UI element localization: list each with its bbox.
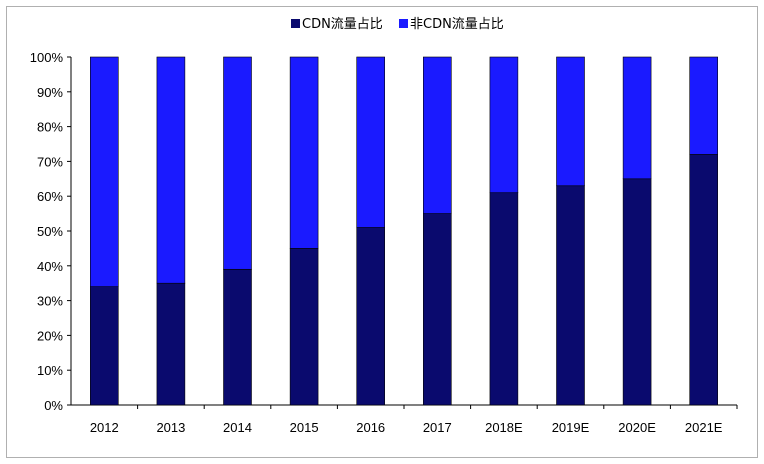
x-tick-label: 2017 [423,420,452,435]
y-tick-label: 100% [30,50,64,65]
x-tick-label: 2012 [90,420,119,435]
bars [90,56,718,406]
y-tick-label: 70% [37,154,63,169]
bar-segment-cdn-2018E [489,192,519,406]
y-tick-label: 10% [37,363,63,378]
x-tick-label: 2021E [685,420,723,435]
legend-swatch-cdn [291,19,300,28]
bar-segment-cdn-2019E [556,185,585,406]
bar-segment-cdn-2012 [90,286,119,406]
y-tick-label: 20% [37,328,63,343]
stacked-bar-chart: CDN流量占比 非CDN流量占比 0% 10% 20% 30% 40% 50% 60% 70%… [30,17,738,435]
y-tick-label: 90% [37,85,63,100]
x-tick-label: 2014 [223,420,252,435]
x-tick-label: 2015 [290,420,319,435]
bar-segment-non-cdn-2012 [90,56,119,287]
legend-swatch-non-cdn [399,19,408,28]
y-tick-label: 0% [44,398,63,413]
bar-segment-non-cdn-2017 [423,56,452,214]
bar-segment-non-cdn-2021E [689,56,718,155]
bar-segment-non-cdn-2020E [622,56,652,180]
x-tick-label: 2020E [618,420,656,435]
y-tick-label: 40% [37,259,63,274]
bar-segment-non-cdn-2014 [223,56,252,270]
x-axis-ticks: 2012 2013 2014 2015 2016 2017 2018E 2019E 2020E 2… [90,405,738,435]
bar-segment-cdn-2017 [423,213,452,406]
legend: CDN流量占比 非CDN流量占比 [291,17,504,32]
bar-segment-non-cdn-2019E [556,56,585,187]
bar-segment-cdn-2015 [289,248,319,406]
bar-segment-cdn-2020E [622,178,652,406]
y-tick-label: 60% [37,189,63,204]
y-tick-label: 30% [37,294,63,309]
y-axis-ticks: 0% 10% 20% 30% 40% 50% 60% 70% 80% 90% 100% [30,50,71,413]
bar-segment-non-cdn-2013 [156,56,186,284]
x-tick-label: 2016 [356,420,385,435]
bar-segment-cdn-2013 [156,282,186,406]
legend-label-non-cdn: 非CDN流量占比 [410,17,504,32]
bar-segment-cdn-2021E [689,154,718,406]
bar-segment-cdn-2016 [356,227,385,406]
bar-segment-cdn-2014 [223,268,252,406]
y-tick-label: 50% [37,224,63,239]
bar-segment-non-cdn-2018E [489,56,519,194]
legend-label-cdn: CDN流量占比 [302,17,383,32]
x-tick-label: 2018E [485,420,523,435]
chart-frame: CDN流量占比 非CDN流量占比 0% 10% 20% 30% 40% 50% 60% 70%… [6,6,758,458]
bar-segment-non-cdn-2015 [289,56,319,249]
x-tick-label: 2013 [156,420,185,435]
x-tick-label: 2019E [552,420,590,435]
y-tick-label: 80% [37,120,63,135]
bar-segment-non-cdn-2016 [356,56,385,228]
